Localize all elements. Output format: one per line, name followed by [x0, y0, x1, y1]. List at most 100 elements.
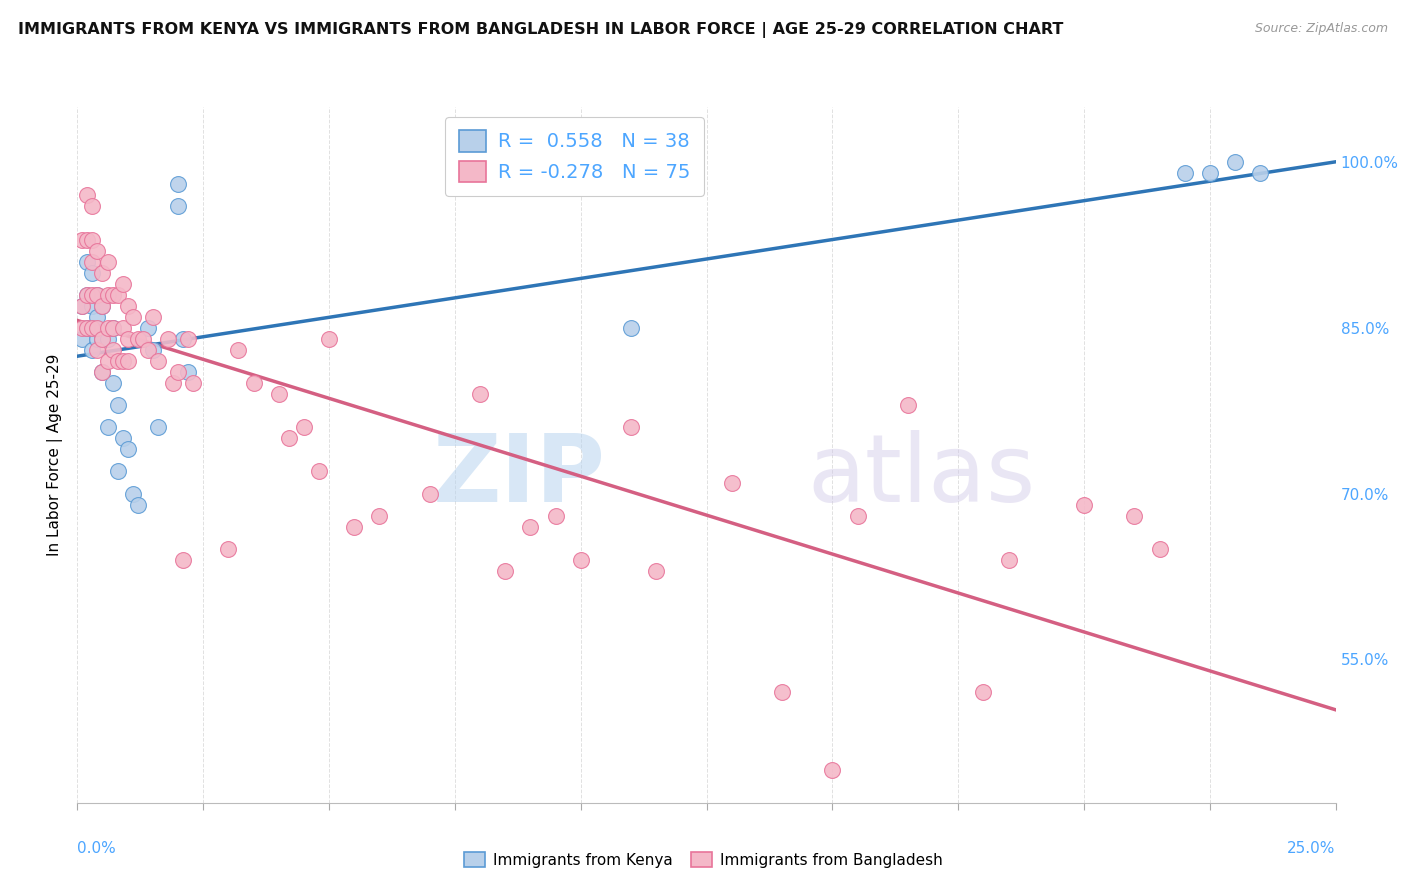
Text: atlas: atlas: [807, 430, 1035, 522]
Point: [86, 287, 108, 301]
Point: [101, 343, 124, 357]
Point: [1149, 541, 1171, 556]
Point: [242, 376, 264, 391]
Point: [82, 287, 104, 301]
Point: [82, 299, 104, 313]
Point: [1174, 166, 1197, 180]
Point: [117, 332, 139, 346]
Point: [127, 332, 149, 346]
Point: [82, 233, 104, 247]
Point: [972, 685, 994, 699]
Point: [91, 266, 114, 280]
Point: [846, 508, 869, 523]
Point: [277, 431, 299, 445]
Point: [121, 486, 143, 500]
Point: [343, 519, 366, 533]
Point: [76, 287, 98, 301]
Text: ZIP: ZIP: [433, 430, 606, 522]
Point: [172, 332, 194, 346]
Point: [167, 365, 190, 379]
Point: [997, 553, 1019, 567]
Point: [132, 332, 155, 346]
Legend: R =  0.558   N = 38, R = -0.278   N = 75: R = 0.558 N = 38, R = -0.278 N = 75: [446, 117, 703, 196]
Point: [117, 299, 139, 313]
Point: [127, 498, 149, 512]
Point: [1123, 508, 1146, 523]
Text: 25.0%: 25.0%: [1288, 841, 1336, 856]
Point: [645, 564, 668, 578]
Point: [544, 508, 567, 523]
Point: [107, 398, 129, 412]
Point: [86, 310, 108, 324]
Point: [72, 321, 94, 335]
Point: [72, 332, 94, 346]
Y-axis label: In Labor Force | Age 25-29: In Labor Force | Age 25-29: [48, 354, 63, 556]
Point: [419, 486, 441, 500]
Point: [96, 354, 118, 368]
Point: [107, 287, 129, 301]
Text: Source: ZipAtlas.com: Source: ZipAtlas.com: [1254, 22, 1388, 36]
Point: [1073, 498, 1095, 512]
Point: [96, 420, 118, 434]
Point: [1199, 166, 1222, 180]
Point: [76, 254, 98, 268]
Point: [181, 376, 204, 391]
Point: [76, 233, 98, 247]
Point: [107, 465, 129, 479]
Legend: Immigrants from Kenya, Immigrants from Bangladesh: Immigrants from Kenya, Immigrants from B…: [457, 846, 949, 873]
Point: [91, 332, 114, 346]
Point: [82, 321, 104, 335]
Point: [82, 254, 104, 268]
Text: 0.0%: 0.0%: [77, 841, 117, 856]
Point: [96, 332, 118, 346]
Point: [318, 332, 340, 346]
Point: [897, 398, 920, 412]
Point: [101, 287, 124, 301]
Point: [86, 343, 108, 357]
Point: [121, 310, 143, 324]
Text: IMMIGRANTS FROM KENYA VS IMMIGRANTS FROM BANGLADESH IN LABOR FORCE | AGE 25-29 C: IMMIGRANTS FROM KENYA VS IMMIGRANTS FROM…: [18, 22, 1064, 38]
Point: [72, 299, 94, 313]
Point: [308, 465, 330, 479]
Point: [82, 321, 104, 335]
Point: [368, 508, 391, 523]
Point: [156, 332, 179, 346]
Point: [76, 287, 98, 301]
Point: [96, 287, 118, 301]
Point: [76, 321, 98, 335]
Point: [167, 199, 190, 213]
Point: [292, 420, 315, 434]
Point: [86, 332, 108, 346]
Point: [91, 365, 114, 379]
Point: [177, 365, 200, 379]
Point: [96, 321, 118, 335]
Point: [142, 343, 165, 357]
Point: [91, 299, 114, 313]
Point: [91, 299, 114, 313]
Point: [82, 266, 104, 280]
Point: [82, 343, 104, 357]
Point: [86, 321, 108, 335]
Point: [142, 310, 165, 324]
Point: [519, 519, 541, 533]
Point: [468, 387, 491, 401]
Point: [107, 354, 129, 368]
Point: [228, 343, 250, 357]
Point: [117, 354, 139, 368]
Point: [620, 321, 643, 335]
Point: [76, 321, 98, 335]
Point: [117, 442, 139, 457]
Point: [146, 420, 169, 434]
Point: [494, 564, 516, 578]
Point: [82, 199, 104, 213]
Point: [101, 321, 124, 335]
Point: [267, 387, 290, 401]
Point: [162, 376, 184, 391]
Point: [821, 763, 844, 777]
Point: [167, 178, 190, 192]
Point: [72, 299, 94, 313]
Point: [1249, 166, 1271, 180]
Point: [86, 321, 108, 335]
Point: [96, 254, 118, 268]
Point: [1223, 155, 1246, 169]
